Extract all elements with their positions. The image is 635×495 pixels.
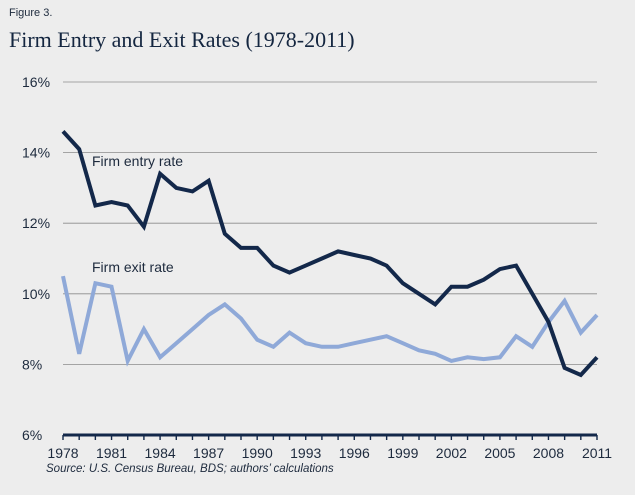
x-tick-label: 2008: [533, 445, 564, 461]
x-tick-label: 1996: [339, 445, 370, 461]
x-tick-label: 1981: [96, 445, 127, 461]
x-tick-label: 1978: [47, 445, 78, 461]
series-layer: [61, 130, 599, 378]
y-tick-label: 14%: [22, 145, 50, 161]
x-tick-label: 2005: [484, 445, 515, 461]
x-tick-label: 2011: [582, 445, 612, 461]
entry-rate-line: [61, 130, 599, 378]
x-tick-label: 2002: [436, 445, 467, 461]
x-tick-label: 1993: [290, 445, 321, 461]
chart-title: Firm Entry and Exit Rates (1978-2011): [9, 27, 355, 52]
y-axis-ticks: 6% 8% 10% 12% 14% 16%: [22, 74, 50, 443]
entry-rate-label: Firm entry rate: [92, 153, 183, 169]
y-tick-label: 6%: [22, 427, 42, 443]
source-note: Source: U.S. Census Bureau, BDS; authors…: [46, 463, 334, 475]
y-tick-label: 12%: [22, 215, 50, 231]
x-tick-label: 1999: [387, 445, 418, 461]
exit-rate-label: Firm exit rate: [92, 259, 174, 275]
x-axis: 1978 1981 1984 1987 1990 1993 1996 1999 2002 2005…: [47, 433, 612, 461]
x-tick-label: 1984: [145, 445, 176, 461]
x-tick-label: 1990: [242, 445, 273, 461]
y-tick-label: 8%: [22, 356, 42, 372]
x-tick-label: 1987: [193, 445, 224, 461]
y-tick-label: 10%: [22, 286, 50, 302]
series-labels: Firm entry rate Firm exit rate: [92, 153, 183, 275]
exit-rate-line: [61, 275, 599, 367]
y-tick-label: 16%: [22, 74, 50, 90]
figure-label: Figure 3.: [9, 7, 53, 19]
grid-layer: [63, 81, 597, 365]
